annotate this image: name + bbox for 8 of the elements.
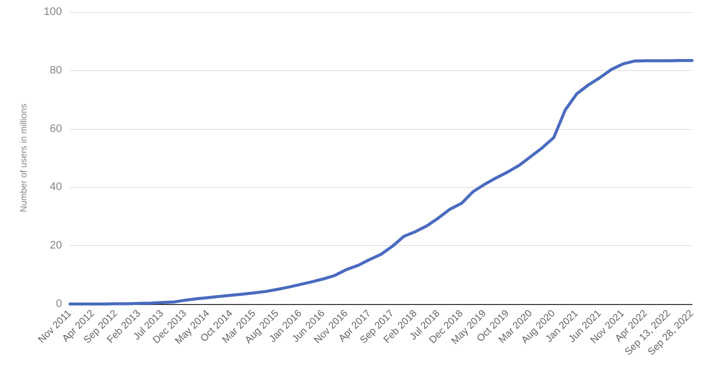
- y-tick-label: 40: [50, 181, 62, 194]
- line-series: [68, 58, 694, 306]
- y-tick-label: 20: [50, 240, 62, 252]
- y-tick-label: 100: [44, 6, 62, 18]
- y-tick-label: 60: [50, 122, 62, 135]
- y-tick-label: 0: [56, 298, 62, 310]
- y-axis-title: Number of users in millions: [18, 103, 28, 212]
- y-tick-label: 80: [50, 64, 62, 76]
